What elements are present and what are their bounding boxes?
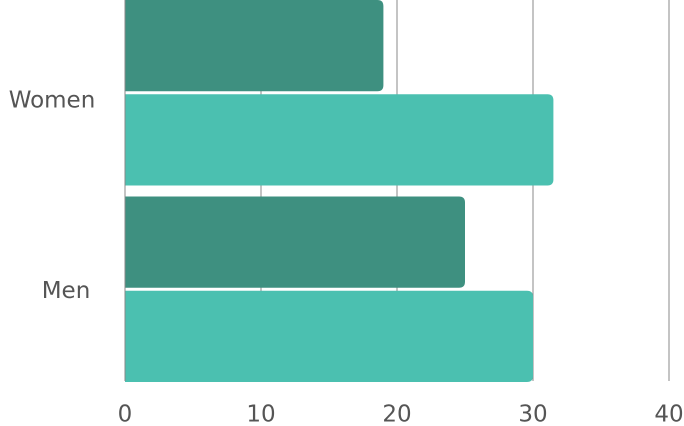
x-tick-label: 0	[118, 402, 133, 426]
y-tick-label: Women	[9, 87, 96, 113]
x-tick-label: 10	[246, 402, 275, 426]
bar	[125, 290, 533, 382]
bar	[125, 94, 554, 186]
x-tick-label: 40	[654, 402, 683, 426]
x-tick-label: 20	[382, 402, 411, 426]
x-tick-label: 30	[518, 402, 547, 426]
bar	[125, 196, 465, 288]
bar	[125, 0, 384, 92]
y-tick-label: Men	[42, 278, 91, 304]
